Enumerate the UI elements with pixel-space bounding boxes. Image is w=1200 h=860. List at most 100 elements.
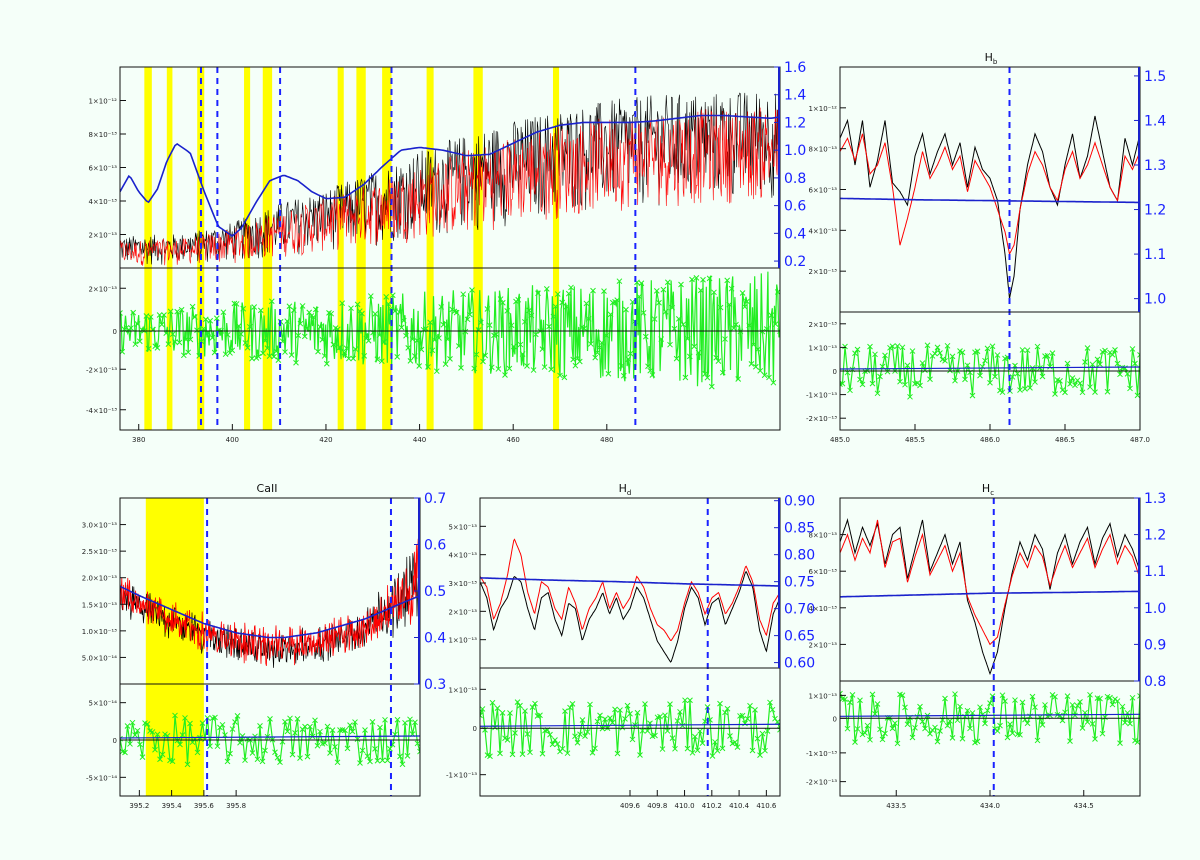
residual-point [1137, 351, 1140, 358]
panel-title: CaII [257, 482, 278, 495]
residual-y-tick-label: -2×10⁻¹³ [86, 366, 117, 374]
residual-point [495, 366, 502, 372]
residual-markers [480, 697, 780, 760]
residual-point [323, 360, 330, 367]
residual-y-tick-label: -5×10⁻¹⁴ [86, 774, 117, 782]
residual-y-tick-label: -2×10⁻¹³ [806, 415, 837, 423]
residual-point [568, 284, 574, 291]
spectrum-frame [839, 66, 1141, 313]
y-tick-label: 1.5×10⁻¹³ [82, 601, 117, 609]
x-tick-label: 395.2 [129, 802, 149, 810]
residual-point [345, 355, 352, 362]
y-tick-label: 2×10⁻¹³ [448, 608, 477, 616]
residual-point [1134, 392, 1140, 399]
yellow-band [145, 498, 204, 796]
x-tick-label: 395.6 [194, 802, 215, 810]
residual-frame [119, 267, 781, 431]
residual-y-tick-label: 1×10⁻¹³ [808, 344, 837, 352]
right-y-tick-label: 0.7 [424, 491, 446, 507]
y-tick-label: 2×10⁻¹³ [88, 232, 117, 240]
observed-spectrum [840, 115, 1140, 299]
right-y-tick-label: 0.9 [1144, 637, 1166, 653]
residual-point [185, 349, 192, 356]
residual-y-tick-label: 0 [473, 725, 477, 733]
y-tick-label: 1×10⁻¹² [88, 98, 117, 106]
residual-point [417, 748, 420, 755]
residual-y-tick-label: 0 [113, 328, 117, 336]
plot-area [120, 67, 780, 430]
right-y-tick-label: 1.1 [1144, 247, 1166, 263]
residual-point [213, 315, 220, 322]
right-y-tick-label: 1.2 [1144, 203, 1166, 219]
right-y-tick-label: 0.3 [424, 677, 446, 693]
residual-fit-line [840, 366, 1140, 370]
residual-y-tick-label: -4×10⁻¹³ [86, 407, 117, 415]
residual-y-tick-label: -1×10⁻¹³ [806, 392, 837, 400]
x-tick-label: 400 [226, 436, 239, 444]
x-tick-label: 433.5 [886, 802, 906, 810]
x-tick-label: 480 [600, 436, 613, 444]
residual-point [590, 287, 596, 294]
x-tick-label: 395.8 [226, 802, 246, 810]
right-y-tick-label: 0.4 [784, 226, 806, 242]
right-y-tick-label: 1.3 [1144, 491, 1166, 507]
x-tick-label: 395.4 [162, 802, 183, 810]
residual-point [557, 372, 563, 379]
x-tick-label: 410.2 [702, 802, 722, 810]
yellow-band [382, 67, 392, 430]
yellow-band [356, 67, 366, 430]
plot-area [120, 498, 420, 796]
plot-area [480, 498, 780, 796]
right-y-tick-label: 0.2 [784, 254, 806, 270]
yellow-band [426, 67, 434, 430]
residual-y-tick-label: 1×10⁻¹³ [448, 686, 477, 694]
x-tick-label: 410.6 [756, 802, 777, 810]
residual-point [715, 358, 722, 365]
yellow-band [552, 67, 560, 430]
residual-fit-line [120, 735, 420, 739]
model-spectrum [840, 133, 1140, 256]
right-y-tick-label: 1.3 [1144, 158, 1166, 174]
residual-point [1117, 740, 1123, 746]
right-y-tick-label: 1.0 [1144, 292, 1166, 308]
y-tick-label: 2×10⁻¹³ [808, 268, 837, 276]
continuum-curve [840, 590, 1140, 598]
y-tick-label: 8×10⁻¹³ [88, 131, 117, 139]
chart-panel-1: 380 400 420 440 460 480 2×10⁻¹³ 4×10⁻¹³ 6×10⁻¹³ 8… [86, 60, 806, 444]
x-tick-label: 440 [413, 436, 426, 444]
model-spectrum [120, 538, 420, 666]
right-y-tick-label: 0.65 [784, 629, 815, 645]
y-tick-label: 6×10⁻¹³ [808, 568, 837, 576]
y-tick-label: 1.0×10⁻¹³ [82, 628, 117, 636]
residual-y-tick-label: -1×10⁻¹³ [806, 750, 837, 758]
y-tick-label: 8×10⁻¹³ [808, 532, 837, 540]
right-y-tick-label: 0.8 [784, 171, 806, 187]
right-y-tick-label: 0.70 [784, 602, 815, 618]
residual-y-tick-label: -1×10⁻¹³ [446, 772, 477, 780]
yellow-band [166, 67, 173, 430]
x-tick-label: 410.0 [675, 802, 695, 810]
x-tick-label: 380 [132, 436, 145, 444]
right-y-tick-label: 1.0 [1144, 601, 1166, 617]
observed-spectrum [840, 518, 1140, 676]
residual-y-tick-label: 0 [833, 368, 837, 376]
residual-y-tick-label: 1×10⁻¹³ [808, 692, 837, 700]
right-y-tick-label: 1.4 [1144, 113, 1166, 129]
x-tick-label: 486.0 [980, 436, 1000, 444]
right-y-tick-label: 1.4 [784, 88, 806, 104]
residual-point [1137, 693, 1140, 699]
residual-point [562, 708, 568, 715]
continuum-curve [840, 197, 1140, 204]
y-tick-label: 2×10⁻¹³ [808, 641, 837, 649]
yellow-band [244, 67, 251, 430]
right-y-tick-label: 1.2 [784, 115, 806, 131]
residual-point [748, 361, 755, 367]
plot-area [840, 498, 1140, 796]
x-tick-label: 486.5 [1055, 436, 1075, 444]
chart-panel-3: 395.2 395.4 395.6 395.8 5.0×10⁻¹⁴ 1.0×10⁻¹³ 1.… [82, 482, 447, 810]
y-tick-label: 4×10⁻¹³ [808, 227, 837, 235]
x-tick-label: 420 [319, 436, 332, 444]
y-tick-label: 3.0×10⁻¹³ [82, 522, 117, 530]
y-tick-label: 8×10⁻¹³ [808, 146, 837, 154]
